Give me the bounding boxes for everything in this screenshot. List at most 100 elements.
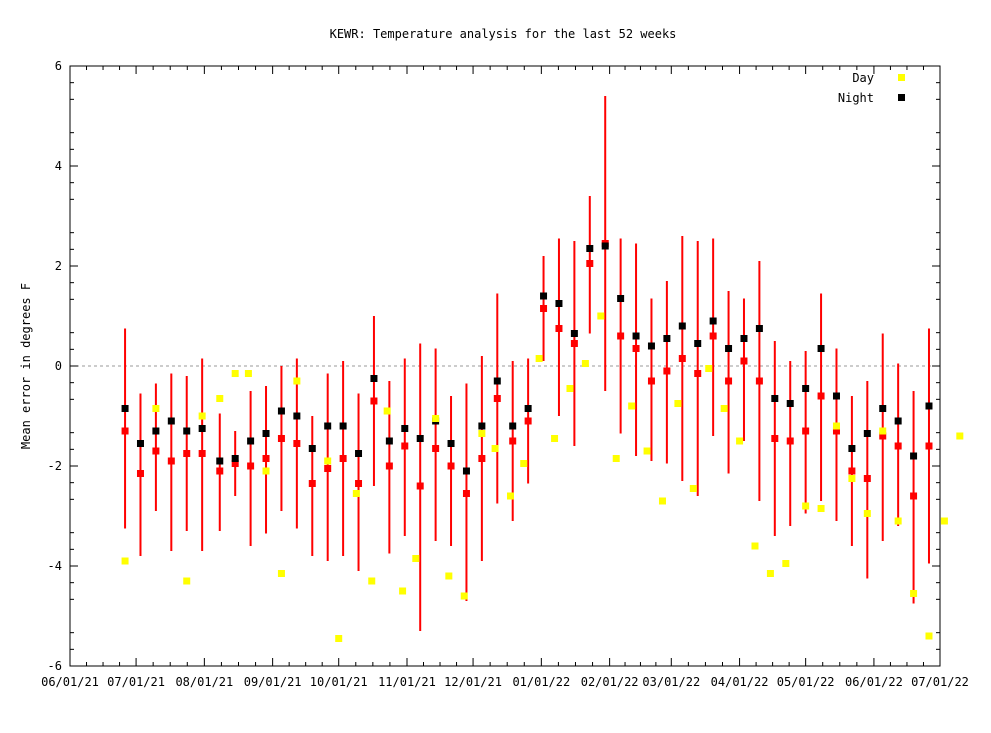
mean-point xyxy=(524,417,532,425)
mean-point xyxy=(802,427,810,435)
mean-point xyxy=(694,370,702,377)
night-point xyxy=(493,377,501,385)
day-point xyxy=(121,557,129,565)
night-point xyxy=(848,445,856,452)
x-tick-label: 03/01/22 xyxy=(642,675,700,689)
night-point xyxy=(647,342,655,350)
day-point xyxy=(766,570,774,577)
mean-point xyxy=(709,332,717,340)
mean-point xyxy=(136,470,144,477)
chart-title: KEWR: Temperature analysis for the last … xyxy=(330,27,677,41)
night-point xyxy=(136,440,144,447)
mean-point xyxy=(771,435,779,442)
mean-point xyxy=(262,455,270,462)
day-point xyxy=(432,415,440,422)
night-point xyxy=(277,407,285,415)
day-point xyxy=(399,587,407,595)
night-point xyxy=(586,245,594,252)
day-point xyxy=(352,490,360,497)
day-point xyxy=(460,592,468,600)
mean-point xyxy=(416,482,424,490)
mean-point xyxy=(678,355,686,362)
x-tick-label: 02/01/22 xyxy=(581,675,639,689)
day-point xyxy=(445,572,453,580)
mean-point xyxy=(478,455,486,462)
x-tick-label: 10/01/21 xyxy=(310,675,368,689)
night-point xyxy=(385,437,393,445)
mean-point xyxy=(879,432,887,440)
mean-point xyxy=(832,427,840,435)
mean-point xyxy=(324,465,332,472)
night-point xyxy=(416,435,424,442)
night-point xyxy=(678,322,686,330)
error-bars xyxy=(124,96,930,631)
day-point xyxy=(674,400,682,407)
mean-point xyxy=(462,490,470,497)
night-point xyxy=(355,450,363,457)
mean-point xyxy=(293,440,301,447)
mean-point xyxy=(152,447,160,455)
x-ticks: 06/01/21 07/01/21 08/01/21 09/01/21 10/01/21… xyxy=(41,66,969,689)
night-point xyxy=(755,325,763,332)
night-point xyxy=(167,417,175,425)
night-point xyxy=(555,300,563,307)
night-point xyxy=(509,422,517,430)
day-point xyxy=(277,570,285,577)
mean-point xyxy=(121,427,129,435)
night-point xyxy=(152,427,160,435)
day-point xyxy=(535,355,543,362)
mean-point xyxy=(632,345,640,352)
night-point xyxy=(262,430,270,437)
mean-point xyxy=(848,467,856,475)
night-point xyxy=(216,457,224,465)
day-point xyxy=(383,407,391,415)
day-point xyxy=(566,385,574,392)
night-point xyxy=(570,330,578,337)
x-tick-label: 07/01/22 xyxy=(911,675,969,689)
day-point xyxy=(198,412,206,420)
y-axis-label: Mean error in degrees F xyxy=(19,283,33,449)
legend-label-day: Day xyxy=(852,71,874,85)
mean-point xyxy=(925,442,933,450)
mean-point xyxy=(401,442,409,450)
y-tick-label: -4 xyxy=(48,559,62,573)
day-point xyxy=(848,475,856,482)
day-point xyxy=(491,445,499,452)
day-point xyxy=(658,497,666,505)
legend-label-night: Night xyxy=(838,91,874,105)
mean-point xyxy=(493,395,501,402)
night-point xyxy=(832,392,840,400)
x-tick-label: 06/01/21 xyxy=(41,675,99,689)
mean-point xyxy=(308,480,316,487)
night-point xyxy=(632,332,640,340)
night-point xyxy=(663,335,671,342)
night-point xyxy=(247,437,255,445)
night-point xyxy=(771,395,779,402)
day-point xyxy=(507,492,515,500)
mean-point xyxy=(555,325,563,332)
day-point xyxy=(802,502,810,510)
night-point xyxy=(447,440,455,447)
night-point xyxy=(894,417,902,425)
night-point xyxy=(478,422,486,430)
night-point xyxy=(879,405,887,412)
day-point xyxy=(863,510,871,517)
night-point xyxy=(231,455,239,462)
night-point xyxy=(863,430,871,437)
night-point xyxy=(121,405,129,412)
mean-point xyxy=(570,340,578,347)
mean-point xyxy=(755,377,763,385)
night-point xyxy=(617,295,625,302)
day-point xyxy=(940,517,948,525)
mean-point xyxy=(198,450,206,457)
day-point xyxy=(894,517,902,525)
day-point xyxy=(244,370,252,377)
day-point xyxy=(705,365,713,372)
mean-point xyxy=(540,305,548,312)
day-point xyxy=(910,590,918,597)
night-point xyxy=(740,335,748,342)
y-tick-label: 2 xyxy=(55,259,62,273)
mean-point xyxy=(894,442,902,450)
night-point xyxy=(910,452,918,460)
day-point xyxy=(581,360,589,367)
